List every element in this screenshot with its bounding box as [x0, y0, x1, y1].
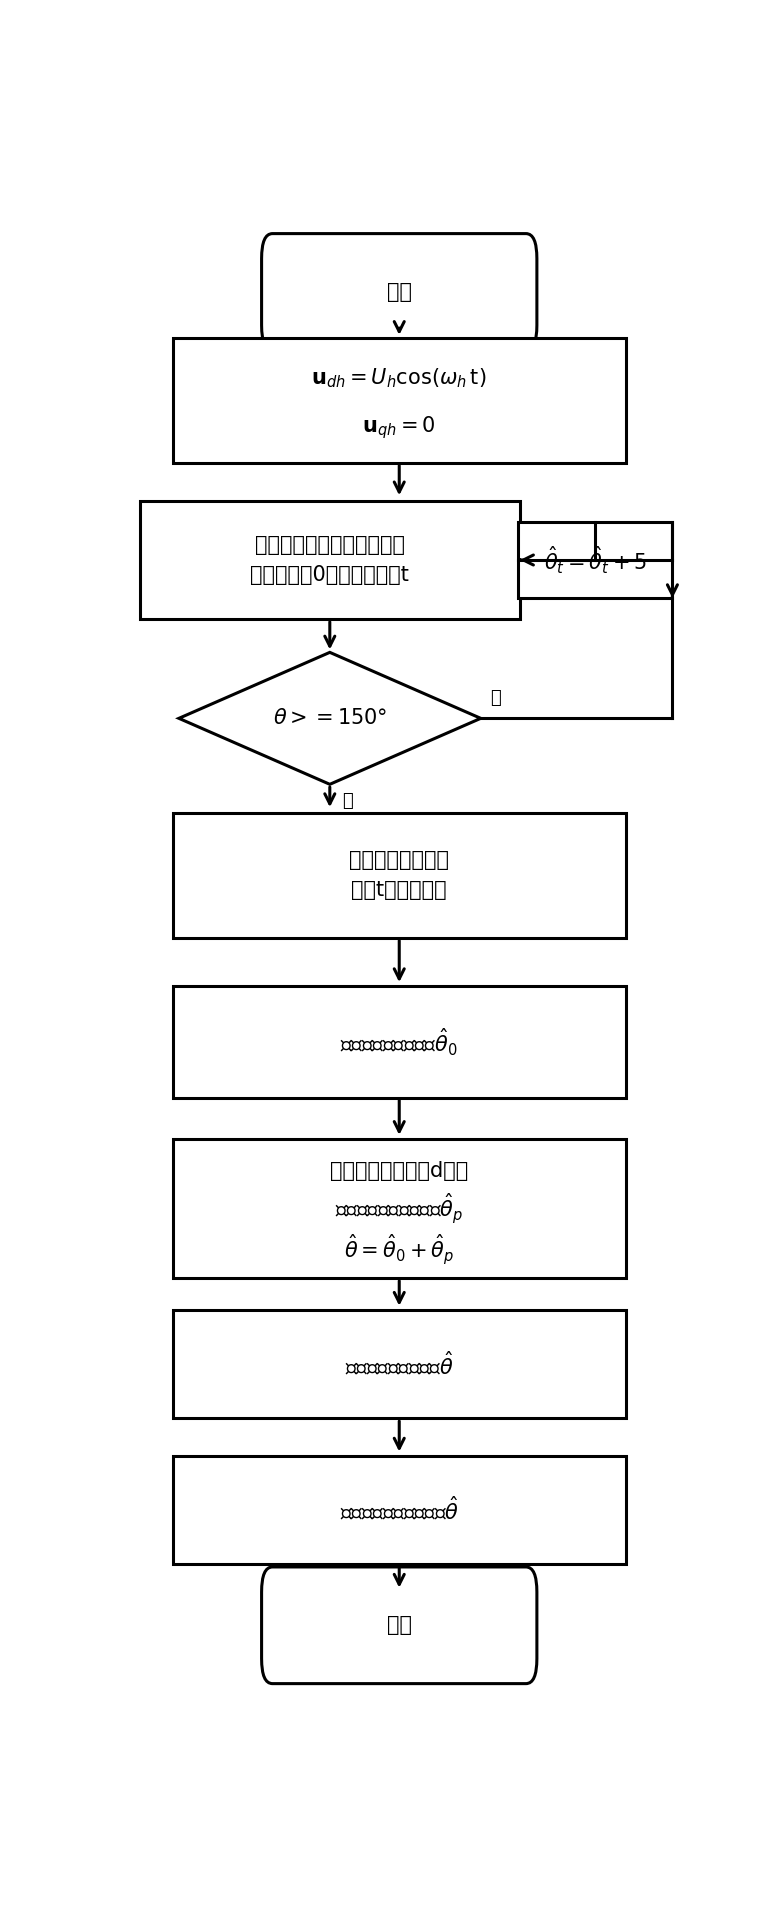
Text: $\mathbf{u}_{dh} = U_h \cos(\omega_h\, \mathrm{t})$: $\mathbf{u}_{dh} = U_h \cos(\omega_h\, \…: [312, 365, 487, 390]
Text: 得到转子初次估计值$\hat{\theta}_0$: 得到转子初次估计值$\hat{\theta}_0$: [340, 1027, 458, 1057]
Bar: [139, 501, 520, 619]
Bar: [519, 522, 672, 598]
Bar: [173, 987, 626, 1097]
Text: 处理计算每个时间
周期t的反馈电流: 处理计算每个时间 周期t的反馈电流: [349, 851, 449, 901]
FancyBboxPatch shape: [262, 233, 537, 350]
Bar: [173, 338, 626, 463]
Text: 施加脉冲电压判断d轴正: 施加脉冲电压判断d轴正: [330, 1161, 468, 1182]
FancyBboxPatch shape: [262, 1568, 537, 1684]
Text: 是: 是: [342, 792, 353, 811]
Bar: [173, 1140, 626, 1277]
Text: 方向，得到转子补偿值$\hat{\theta}_p$: 方向，得到转子补偿值$\hat{\theta}_p$: [335, 1191, 464, 1226]
Text: 否: 否: [490, 688, 501, 707]
Text: 结束: 结束: [386, 1616, 412, 1635]
Bar: [173, 813, 626, 937]
Text: $\theta>=150°$: $\theta>=150°$: [273, 707, 387, 728]
Text: $\mathbf{u}_{qh} = 0$: $\mathbf{u}_{qh} = 0$: [362, 415, 436, 442]
Bar: [173, 1455, 626, 1564]
Text: 开始: 开始: [386, 281, 412, 302]
Text: $\hat{\theta}_t = \hat{\theta}_t + 5$: $\hat{\theta}_t = \hat{\theta}_t + 5$: [544, 545, 647, 576]
Text: 得到转子最终估计值$\hat{\theta}$: 得到转子最终估计值$\hat{\theta}$: [345, 1350, 453, 1379]
Text: 预定位法将转子锁定到$\hat{\theta}$: 预定位法将转子锁定到$\hat{\theta}$: [340, 1497, 459, 1524]
Bar: [173, 1310, 626, 1419]
Polygon shape: [179, 652, 481, 784]
Text: $\hat{\theta} = \hat{\theta}_0 + \hat{\theta}_p$: $\hat{\theta} = \hat{\theta}_0 + \hat{\t…: [344, 1233, 454, 1268]
Text: 施加高频脉振电压，注入角
初始值设为0，作用时间为t: 施加高频脉振电压，注入角 初始值设为0，作用时间为t: [250, 535, 409, 585]
